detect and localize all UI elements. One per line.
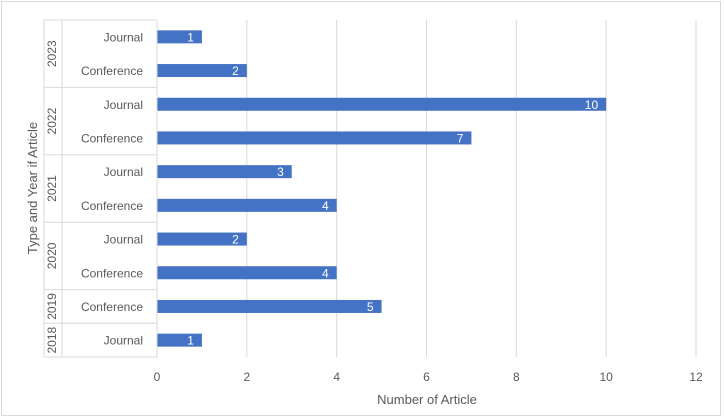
category-label: Conference xyxy=(81,199,143,213)
category-label: Conference xyxy=(81,300,143,314)
bar-value-label: 5 xyxy=(367,300,374,314)
bar xyxy=(157,97,607,111)
bar-value-label: 3 xyxy=(277,165,284,179)
bar-value-label: 10 xyxy=(585,98,599,112)
x-tick-label: 6 xyxy=(423,370,430,384)
year-label: 2021 xyxy=(45,175,59,202)
x-tick-label: 4 xyxy=(333,370,340,384)
category-label: Conference xyxy=(81,266,143,280)
x-axis-ticks: 0 2 4 6 8 10 12 xyxy=(154,370,703,384)
bars: 1 2 10 7 3 4 2 4 5 1 xyxy=(157,30,607,348)
year-label: 2022 xyxy=(45,107,59,134)
year-label: 2019 xyxy=(45,293,59,320)
x-tick-label: 8 xyxy=(513,370,520,384)
category-label: Journal xyxy=(104,165,143,179)
year-label: 2020 xyxy=(45,242,59,269)
bar xyxy=(157,131,472,145)
x-axis-title: Number of Article xyxy=(377,392,477,407)
bar xyxy=(157,299,382,313)
category-label: Journal xyxy=(104,98,143,112)
category-label: Journal xyxy=(104,233,143,247)
category-label: Journal xyxy=(104,30,143,44)
bar-value-label: 2 xyxy=(232,64,239,78)
year-label: 2023 xyxy=(45,40,59,67)
x-tick-label: 12 xyxy=(689,370,703,384)
category-label: Journal xyxy=(104,334,143,348)
x-tick-label: 10 xyxy=(599,370,613,384)
bar-value-label: 4 xyxy=(322,199,329,213)
x-tick-label: 0 xyxy=(154,370,161,384)
bar xyxy=(157,232,247,246)
category-label: Conference xyxy=(81,64,143,78)
bar xyxy=(157,30,202,44)
bar-value-label: 4 xyxy=(322,266,329,280)
bar-value-label: 1 xyxy=(187,30,194,44)
bar xyxy=(157,333,202,347)
x-tick-label: 2 xyxy=(243,370,250,384)
bar-value-label: 2 xyxy=(232,233,239,247)
bar xyxy=(157,64,247,78)
y-axis-title: Type and Year if Article xyxy=(25,122,40,254)
bar-value-label: 1 xyxy=(187,334,194,348)
bar xyxy=(157,165,292,179)
bar xyxy=(157,198,337,212)
bar-value-label: 7 xyxy=(457,131,464,145)
bar xyxy=(157,266,337,280)
category-label: Conference xyxy=(81,131,143,145)
year-label: 2018 xyxy=(45,326,59,353)
category-axis: Journal Conference 2023 Journal Conference 20… xyxy=(43,19,158,358)
